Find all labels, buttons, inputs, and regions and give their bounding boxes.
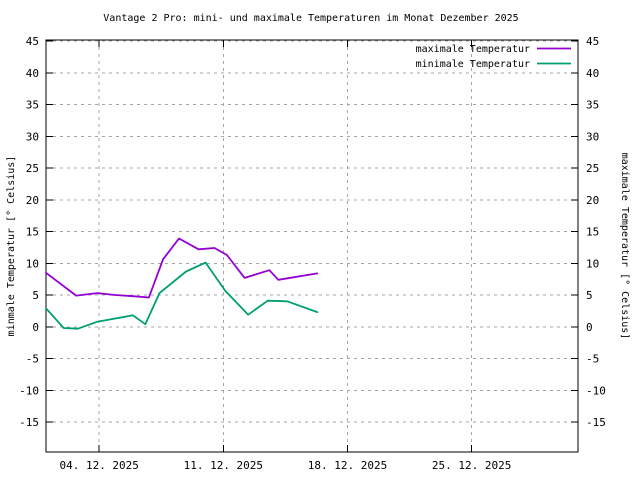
y-tick-label-left: -10: [19, 384, 39, 397]
min-temperature-line: [45, 261, 319, 330]
x-tick-label: 04. 12. 2025: [59, 459, 138, 472]
y-tick-label-right: 10: [586, 257, 599, 270]
chart-title: Vantage 2 Pro: mini- und maximale Temper…: [103, 13, 518, 24]
y-tick-label-left: 0: [32, 321, 39, 334]
data-series: [45, 237, 319, 330]
legend-label-min-temperature: minimale Temperatur: [416, 59, 530, 70]
y-tick-label-right: 45: [586, 35, 599, 48]
y-tick-label-left: 10: [26, 257, 39, 270]
y-tick-label-right: 40: [586, 67, 599, 80]
y-tick-label-left: 25: [26, 162, 39, 175]
tick-labels: -15 -15 -10 -10 -5 -5 0 0 5 5 10 10 15 15 20 20 25 25 30 30…: [19, 35, 606, 472]
gridlines: [46, 40, 578, 452]
legend-label-max-temperature: maximale Temperatur: [416, 44, 530, 55]
y-axis-right-label: maximale Temperatur [° Celsius]: [619, 153, 630, 340]
y-tick-label-left: -15: [19, 416, 39, 429]
y-tick-label-right: 15: [586, 226, 599, 239]
y-tick-label-right: 0: [586, 321, 593, 334]
y-tick-label-left: 35: [26, 99, 39, 112]
y-tick-label-right: -15: [586, 416, 606, 429]
y-tick-label-left: 15: [26, 226, 39, 239]
y-tick-label-right: -10: [586, 384, 606, 397]
plot-border: [45, 39, 579, 453]
y-tick-label-right: 30: [586, 130, 599, 143]
legend: maximale Temperatur minimale Temperatur: [416, 44, 571, 70]
x-tick-label: 25. 12. 2025: [432, 459, 511, 472]
y-tick-label-left: 5: [32, 289, 39, 302]
y-tick-label-left: 20: [26, 194, 39, 207]
y-tick-label-right: -5: [586, 353, 599, 366]
y-tick-label-left: 40: [26, 67, 39, 80]
x-tick-label: 18. 12. 2025: [308, 459, 387, 472]
y-tick-label-left: -5: [26, 353, 39, 366]
max-temperature-line: [45, 237, 319, 299]
y-axis-left-label: minmale Temperatur [° Celsius]: [6, 156, 17, 337]
y-tick-label-left: 45: [26, 35, 39, 48]
y-tick-label-right: 20: [586, 194, 599, 207]
y-tick-label-right: 5: [586, 289, 593, 302]
y-tick-label-right: 35: [586, 99, 599, 112]
x-tick-label: 11. 12. 2025: [184, 459, 263, 472]
axis-ticks: [46, 40, 578, 452]
y-tick-label-left: 30: [26, 130, 39, 143]
y-tick-label-right: 25: [586, 162, 599, 175]
